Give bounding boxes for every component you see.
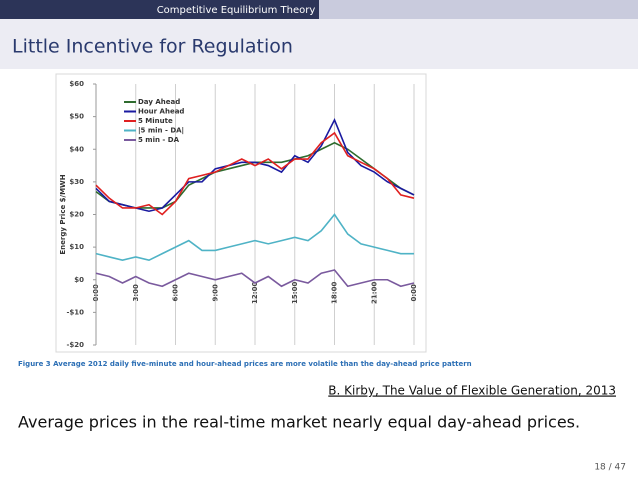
y-tick-label: $50 xyxy=(69,113,84,121)
figure-caption: Figure 3 Average 2012 daily five-minute … xyxy=(18,360,472,368)
series-line xyxy=(95,131,415,216)
legend-label: Day Ahead xyxy=(138,98,180,106)
legend-label: 5 min - DA xyxy=(138,136,180,144)
chart-frame xyxy=(55,73,427,353)
x-tick-label: 21:00 xyxy=(370,282,378,304)
x-tick-label: 3:00 xyxy=(132,284,140,302)
x-tick-label: 0:00 xyxy=(410,284,418,302)
legend-label: Hour Ahead xyxy=(138,108,184,116)
y-tick-label: $60 xyxy=(69,80,84,88)
legend-label: 5 Minute xyxy=(138,117,173,125)
legend-label: |5 min - DA| xyxy=(138,127,184,136)
y-tick-label: $20 xyxy=(69,211,84,219)
y-tick-label: $10 xyxy=(69,243,84,251)
title-band xyxy=(0,19,638,69)
series-line xyxy=(95,269,415,288)
series-line xyxy=(95,213,414,262)
page-number: 18 / 47 xyxy=(594,463,626,473)
header-left xyxy=(0,0,319,19)
y-tick-label: -$20 xyxy=(66,341,84,349)
frame-title: Little Incentive for Regulation xyxy=(12,36,293,58)
y-tick-label: $40 xyxy=(69,145,84,153)
y-axis-label: Energy Price $/MWH xyxy=(59,174,67,254)
x-tick-label: 9:00 xyxy=(211,284,219,302)
series-line xyxy=(95,117,415,213)
section-title: Competitive Equilibrium Theory xyxy=(157,5,316,16)
citation: B. Kirby, The Value of Flexible Generati… xyxy=(328,384,616,398)
header-right xyxy=(319,0,638,19)
x-tick-label: 18:00 xyxy=(331,282,339,304)
x-tick-label: 15:00 xyxy=(291,282,299,304)
x-tick-label: 12:00 xyxy=(251,282,259,304)
y-tick-label: $0 xyxy=(74,276,84,284)
y-tick-label: -$10 xyxy=(66,308,84,316)
x-tick-label: 6:00 xyxy=(172,284,180,302)
y-tick-label: $30 xyxy=(69,178,84,186)
body-text: Average prices in the real-time market n… xyxy=(18,413,580,432)
